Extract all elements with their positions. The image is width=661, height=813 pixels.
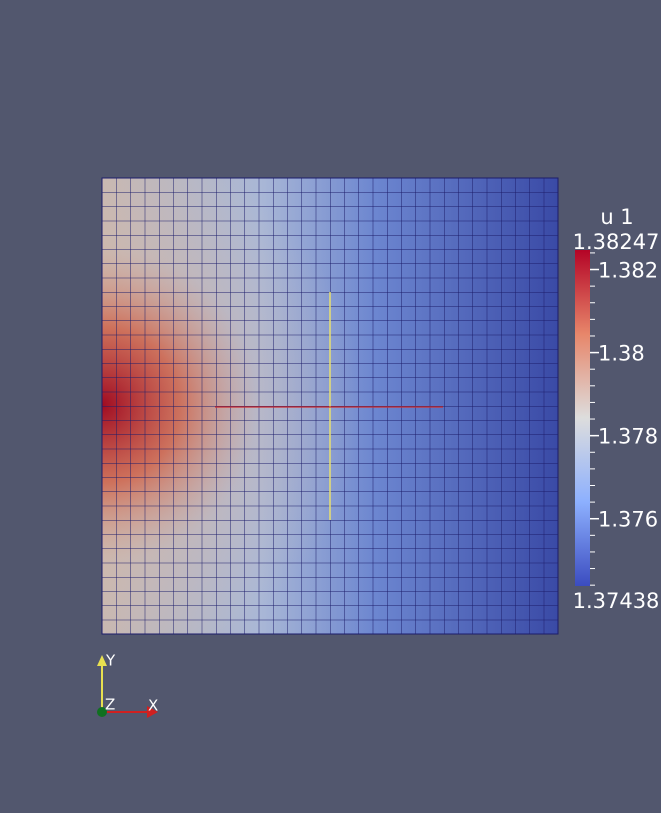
x-arrow — [147, 706, 158, 718]
z-label: Z — [105, 696, 115, 714]
x-label: X — [148, 697, 158, 715]
y-arrow — [97, 655, 107, 666]
z-axis — [97, 707, 107, 717]
colorbar-tick-label: 1.378 — [598, 425, 658, 449]
colorbar-tick-label: 1.376 — [598, 508, 658, 532]
orientation-axes: Y Z X — [97, 652, 158, 718]
colorbar-tick-label: 1.382 — [598, 259, 658, 283]
colorbar-title: u 1 — [600, 205, 633, 229]
colorbar-max: 1.38247 — [573, 230, 660, 254]
y-label: Y — [105, 652, 116, 670]
colorbar-ramp — [575, 250, 590, 586]
colorbar-min: 1.37438 — [573, 589, 660, 613]
colorbar: u 1 1.38247 1.37438 1.382 1.38 1.378 1.376 — [573, 205, 660, 613]
colorbar-tick-label: 1.38 — [598, 342, 645, 366]
